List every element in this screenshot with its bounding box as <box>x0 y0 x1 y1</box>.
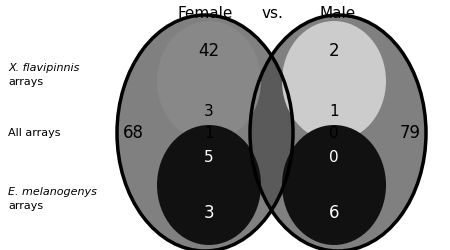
Text: 0: 0 <box>329 150 339 164</box>
Text: arrays: arrays <box>8 77 43 87</box>
Text: All arrays: All arrays <box>8 128 60 138</box>
Ellipse shape <box>157 21 261 141</box>
Text: vs.: vs. <box>261 6 283 20</box>
Text: 6: 6 <box>329 204 339 222</box>
Text: E. melanogenys: E. melanogenys <box>8 187 97 197</box>
Ellipse shape <box>282 125 386 245</box>
Text: 68: 68 <box>122 124 144 142</box>
Text: Female: Female <box>177 6 233 20</box>
Ellipse shape <box>157 125 261 245</box>
Ellipse shape <box>282 21 386 141</box>
Ellipse shape <box>117 15 293 250</box>
Text: 3: 3 <box>204 104 214 118</box>
Ellipse shape <box>250 15 426 250</box>
Text: 0: 0 <box>329 126 339 140</box>
Text: 1: 1 <box>204 126 214 140</box>
Text: Male: Male <box>320 6 356 20</box>
Text: 42: 42 <box>198 42 220 60</box>
Text: 5: 5 <box>204 150 214 164</box>
Text: arrays: arrays <box>8 201 43 211</box>
Text: 79: 79 <box>400 124 420 142</box>
Text: 1: 1 <box>329 104 339 118</box>
Text: X. flavipinnis: X. flavipinnis <box>8 63 79 73</box>
Text: 2: 2 <box>328 42 339 60</box>
Text: 3: 3 <box>204 204 214 222</box>
